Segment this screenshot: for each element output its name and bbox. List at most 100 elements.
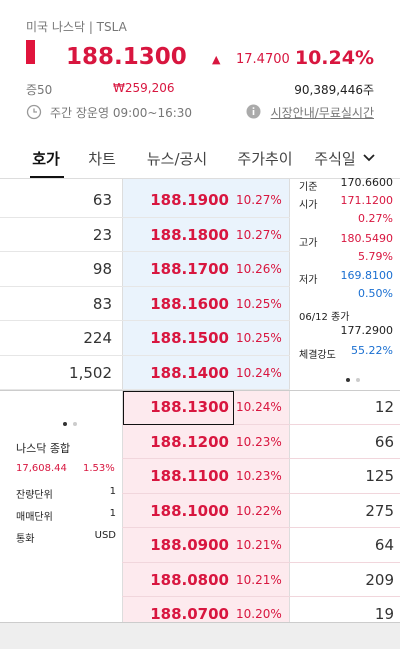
row-line xyxy=(0,354,290,356)
ask-rate: 10.25% xyxy=(236,331,282,345)
info-value: 171.1200 xyxy=(340,194,394,207)
index-value: 17,608.44 xyxy=(16,463,67,474)
bid-price-bg xyxy=(122,390,290,622)
bid-price: 188.0700 xyxy=(150,605,229,623)
bid-qty: 66 xyxy=(374,432,394,451)
market: 미국 나스닥 | TSLA xyxy=(26,20,127,34)
sub-left: 증50 xyxy=(26,83,53,97)
tab[interactable]: 차트 xyxy=(88,150,116,168)
ask-qty: 98 xyxy=(92,260,112,278)
footer xyxy=(0,622,400,649)
ask-rate: 10.27% xyxy=(236,193,282,207)
ask-price: 188.1600 xyxy=(150,294,229,313)
info-label: 시가 xyxy=(299,200,318,211)
bid-price: 188.1200 xyxy=(150,432,229,451)
spec-label: 매매단위 xyxy=(16,512,53,523)
row-line xyxy=(0,389,290,390)
price: 188.1300 xyxy=(66,44,187,70)
spec-label: 통화 xyxy=(16,534,35,545)
tab[interactable]: 뉴스/공시 xyxy=(146,150,208,168)
info-label: 06/12 종가 xyxy=(299,312,350,323)
row-line xyxy=(0,251,290,252)
info-label: 고가 xyxy=(299,238,318,249)
bid-price: 188.0900 xyxy=(150,536,229,554)
col-line xyxy=(122,179,123,622)
bid-rate: 10.23% xyxy=(236,434,282,449)
ask-bid-line xyxy=(0,390,400,391)
page-dot xyxy=(356,378,360,382)
tab-underline xyxy=(30,176,64,178)
bid-qty: 19 xyxy=(374,605,394,623)
ask-rate: 10.24% xyxy=(236,365,282,380)
bid-rate: 10.20% xyxy=(236,607,282,621)
ask-price: 188.1900 xyxy=(150,191,229,209)
rate: 10.24% xyxy=(294,47,374,69)
price-bar xyxy=(26,40,35,64)
index-rate: 1.53% xyxy=(83,463,115,474)
bid-price: 188.1300 xyxy=(150,398,229,416)
current-price-box xyxy=(123,391,234,425)
ask-rate: 10.26% xyxy=(236,262,282,276)
bid-price: 188.1100 xyxy=(150,467,229,485)
change: 17.4700 xyxy=(236,52,290,67)
tab-border xyxy=(0,178,400,179)
bid-qty: 275 xyxy=(365,501,394,520)
ask-price: 188.1400 xyxy=(150,363,229,382)
info-value: 55.22% xyxy=(351,344,393,357)
ask-qty: 1,502 xyxy=(69,363,112,382)
page-dot xyxy=(346,378,350,382)
col-line xyxy=(289,179,290,622)
ask-qty: 23 xyxy=(92,225,112,244)
bid-price: 188.1000 xyxy=(150,501,229,520)
spec-value: 1 xyxy=(109,508,116,519)
info-rate: 5.79% xyxy=(358,250,393,263)
volume: 90,389,446주 xyxy=(294,83,374,97)
page-dot xyxy=(63,422,67,426)
spec-value: USD xyxy=(94,530,116,541)
row-line xyxy=(122,561,400,563)
market-info-link[interactable]: 시장안내/무료실시간 xyxy=(270,106,374,120)
info-value: 170.6600 xyxy=(340,176,394,189)
info-value: 169.8100 xyxy=(340,269,394,282)
bid-qty: 125 xyxy=(365,467,394,485)
hours: 주간 장운영 09:00~16:30 xyxy=(50,106,193,120)
row-line xyxy=(122,492,400,494)
tab[interactable]: 호가 xyxy=(32,150,60,168)
info-value: 180.5490 xyxy=(340,232,394,245)
info-rate: 0.27% xyxy=(358,212,393,225)
bid-rate: 10.23% xyxy=(236,469,282,483)
info-label: 저가 xyxy=(299,275,318,286)
bid-qty: 64 xyxy=(374,536,394,554)
clock-icon xyxy=(26,104,42,120)
info-label: 기준 xyxy=(299,182,318,193)
tab[interactable]: 주식일 xyxy=(314,150,356,168)
info-value: 177.2900 xyxy=(340,324,394,337)
ask-price: 188.1800 xyxy=(150,225,229,244)
bid-rate: 10.24% xyxy=(236,400,282,414)
spec-value: 1 xyxy=(109,486,116,497)
arrow: ▲ xyxy=(212,53,221,66)
tab[interactable]: 주가추이 xyxy=(237,150,293,168)
ask-rate: 10.25% xyxy=(236,296,282,311)
ask-price: 188.1500 xyxy=(150,329,229,347)
row-line xyxy=(0,285,290,287)
bid-price: 188.0800 xyxy=(150,570,229,589)
row-line xyxy=(0,216,290,218)
row-line xyxy=(122,423,400,425)
bid-qty: 12 xyxy=(374,398,394,416)
info-rate: 0.50% xyxy=(358,287,393,300)
ask-qty: 83 xyxy=(92,294,112,313)
ask-qty: 224 xyxy=(83,329,112,347)
row-line xyxy=(122,458,400,459)
krw: ₩259,206 xyxy=(113,81,175,95)
spec-label: 잔량단위 xyxy=(16,490,53,501)
row-line xyxy=(122,596,400,597)
ask-price-bg xyxy=(122,179,290,390)
bid-rate: 10.22% xyxy=(236,503,282,518)
info-label: 체결강도 xyxy=(299,350,336,361)
ask-rate: 10.27% xyxy=(236,227,282,242)
ask-price: 188.1700 xyxy=(150,260,229,278)
page-dot xyxy=(73,422,77,426)
tab-chevron[interactable] xyxy=(362,152,376,164)
